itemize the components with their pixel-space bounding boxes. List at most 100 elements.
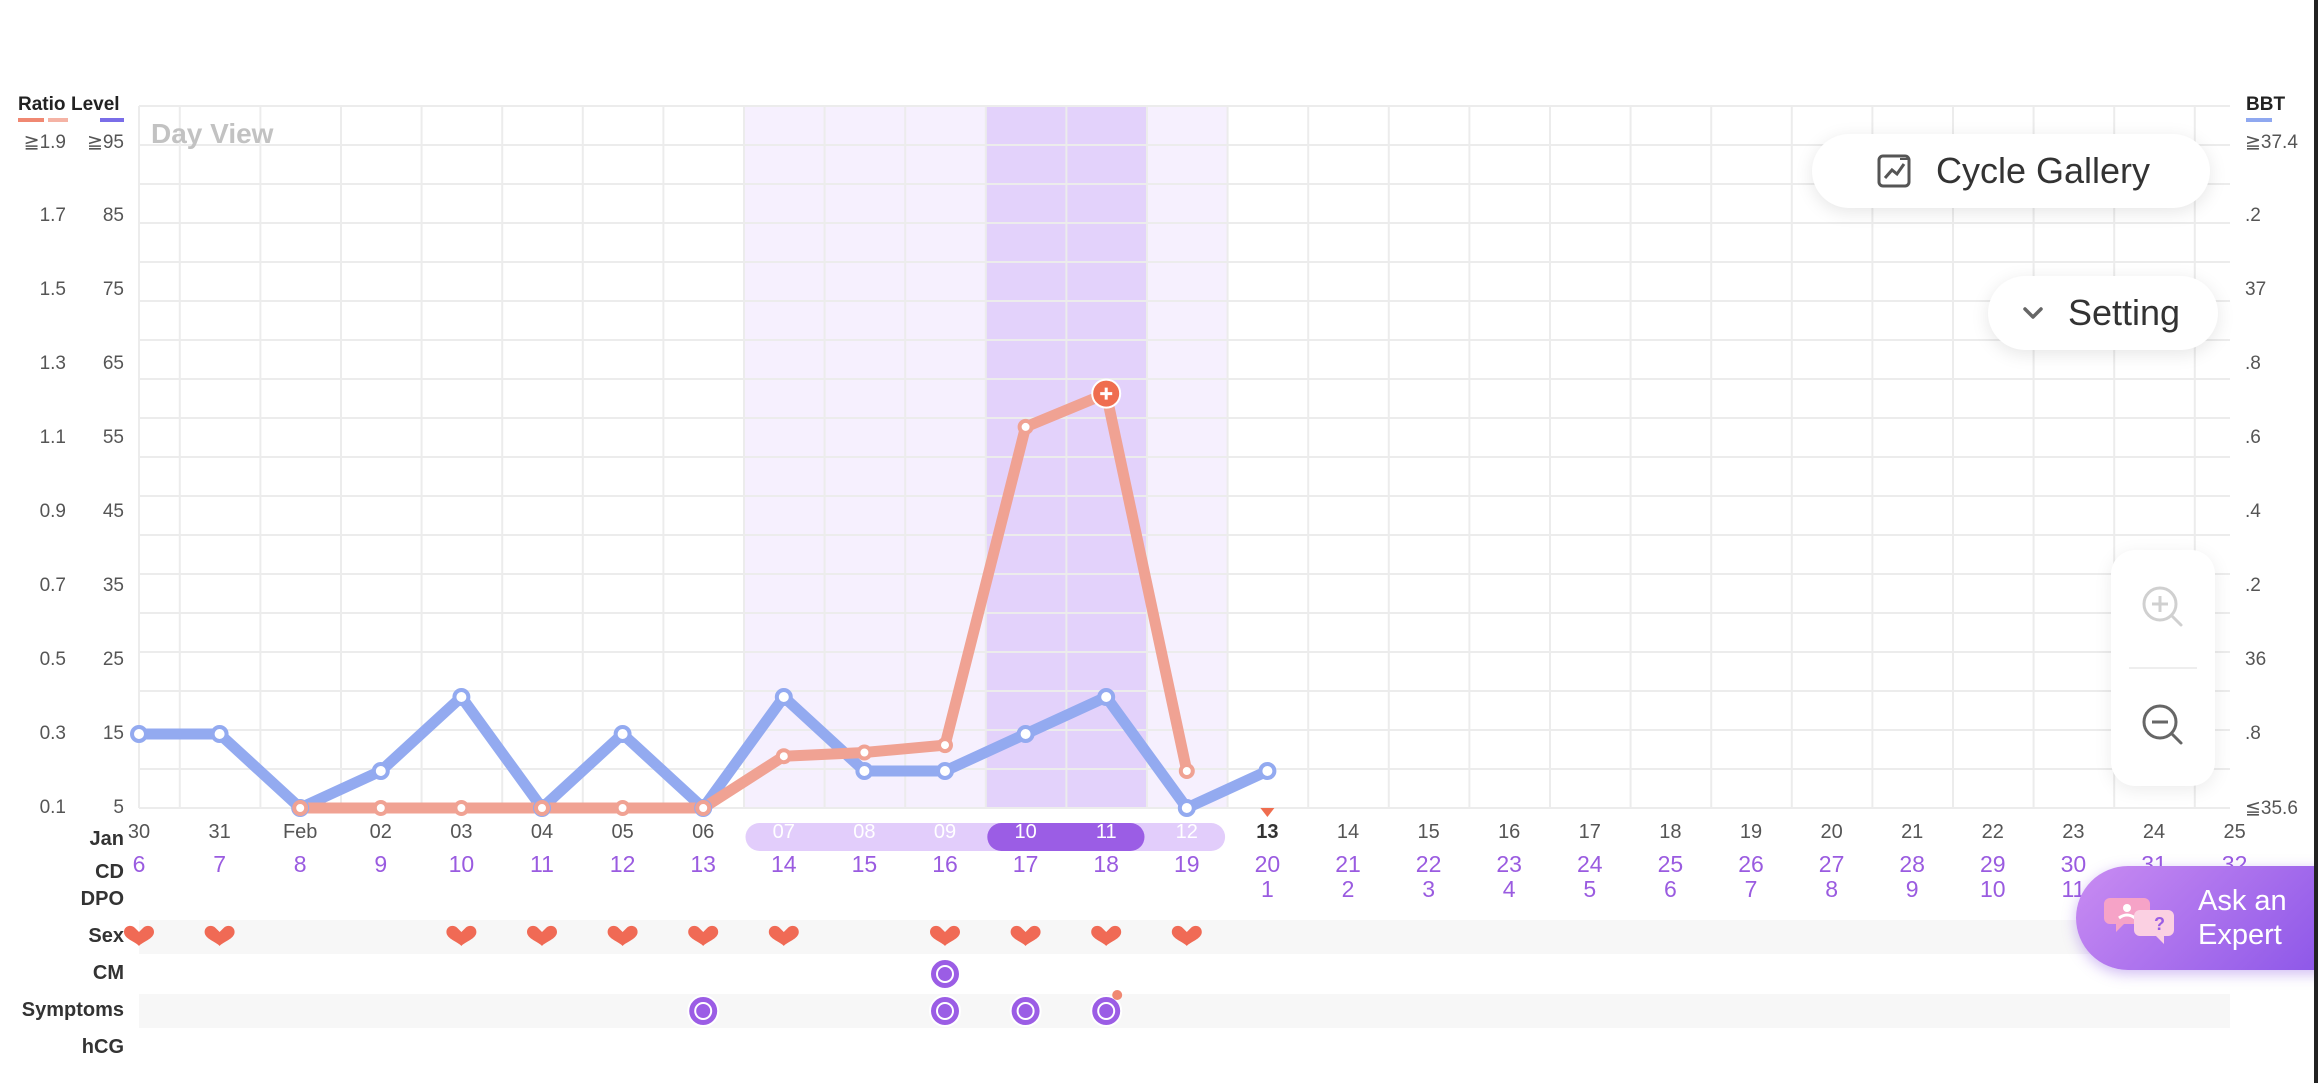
date-label: 08 <box>853 821 875 843</box>
date-label: 18 <box>1659 821 1681 843</box>
date-label: 06 <box>692 821 714 843</box>
zoom-in-icon <box>2139 583 2187 636</box>
ask-expert-button[interactable]: ? Ask an Expert <box>2076 866 2318 970</box>
peak-date-pill <box>987 823 1145 851</box>
dpo-label: 10 <box>1980 876 2006 902</box>
bbt-point <box>371 762 390 780</box>
cd-row-header: CD <box>95 861 124 883</box>
date-label: 21 <box>1901 821 1923 843</box>
chevron-down-icon <box>2020 300 2046 326</box>
dpo-label: 8 <box>1825 876 1838 902</box>
bbt-axis-tick: .6 <box>2245 427 2261 448</box>
ratio-axis-tick: 1.5 <box>39 279 66 300</box>
ratio-point <box>453 800 470 816</box>
setting-button[interactable]: Setting <box>1988 276 2218 350</box>
symptom-icon <box>1090 995 1123 1027</box>
dpo-label: 7 <box>1745 876 1758 902</box>
bbt-axis-tick: ≧37.4 <box>2245 132 2298 153</box>
level-axis-tick: 85 <box>102 205 124 226</box>
level-legend-swatch <box>100 118 124 122</box>
dpo-label: 1 <box>1261 876 1274 902</box>
zoom-out-icon <box>2139 701 2187 754</box>
heart-icon <box>607 925 638 946</box>
heart-icon <box>1091 925 1122 946</box>
cd-label: 6 <box>133 851 146 877</box>
date-label: 17 <box>1579 821 1601 843</box>
ratio-point <box>856 744 873 761</box>
dpo-label: 5 <box>1583 876 1596 902</box>
ratio-axis-tick: ≧1.9 <box>23 132 66 153</box>
cd-label: 24 <box>1577 851 1603 877</box>
symptom-alert-dot <box>1112 990 1123 1000</box>
ratio-legend-label: Ratio <box>18 94 66 115</box>
ratio-axis-tick: 0.3 <box>39 723 66 744</box>
level-axis-tick: 75 <box>102 279 124 300</box>
level-axis-tick: 25 <box>102 649 124 670</box>
heart-icon <box>446 925 477 946</box>
ratio-point <box>292 800 309 816</box>
cd-label: 29 <box>1980 851 2006 877</box>
bbt-point <box>130 725 148 743</box>
cd-label: 27 <box>1819 851 1845 877</box>
cm-row-header: CM <box>92 962 124 984</box>
date-label: 16 <box>1498 821 1520 843</box>
ratio-point <box>372 800 389 816</box>
date-label: 30 <box>128 821 150 843</box>
date-label: 15 <box>1417 821 1439 843</box>
date-label: 22 <box>1982 821 2004 843</box>
ratio-point <box>1178 763 1195 779</box>
cd-label: 12 <box>610 851 636 877</box>
cd-label: 16 <box>932 851 958 877</box>
cd-label: 25 <box>1658 851 1684 877</box>
heart-icon <box>204 925 235 946</box>
ratio-axis-tick: 0.5 <box>39 649 66 670</box>
cycle-gallery-label: Cycle Gallery <box>1936 150 2151 191</box>
svg-text:?: ? <box>2154 914 2165 934</box>
chat-bubbles-icon: ? <box>2104 890 2176 946</box>
symptoms-row-header: Symptoms <box>21 999 124 1021</box>
bbt-legend-swatch <box>2246 118 2272 122</box>
bbt-axis-tick: .8 <box>2245 353 2261 374</box>
zoom-out-button[interactable] <box>2111 668 2215 786</box>
ratio-axis-tick: 1.7 <box>39 205 66 226</box>
date-label: 25 <box>2223 821 2245 843</box>
symptom-icon <box>687 995 720 1027</box>
date-label: 04 <box>531 821 553 843</box>
level-axis-tick: ≧95 <box>86 132 124 153</box>
symptom-icon <box>1009 995 1042 1027</box>
cd-label: 30 <box>2061 851 2087 877</box>
setting-label: Setting <box>2068 292 2181 333</box>
ratio-point <box>775 748 792 765</box>
date-label: 11 <box>1096 821 1117 843</box>
date-label: 31 <box>208 821 230 843</box>
cd-label: 22 <box>1416 851 1442 877</box>
bbt-axis-tick: ≦35.6 <box>2245 798 2298 819</box>
date-label: 23 <box>2062 821 2084 843</box>
zoom-in-button[interactable] <box>2111 550 2215 668</box>
cycle-gallery-button[interactable]: Cycle Gallery <box>1812 134 2210 208</box>
cd-label: 13 <box>690 851 716 877</box>
bbt-point <box>1016 725 1035 743</box>
heart-icon <box>124 925 154 946</box>
today-marker <box>1260 808 1275 817</box>
bbt-axis-tick: 36 <box>2245 649 2267 670</box>
month-row-header: Jan <box>89 828 124 850</box>
dpo-label: 9 <box>1906 876 1919 902</box>
bbt-point <box>452 688 471 706</box>
ask-expert-line1: Ask an <box>2198 885 2287 917</box>
cd-label: 18 <box>1093 851 1119 877</box>
zoom-controls <box>2111 550 2215 786</box>
bbt-axis-tick: .4 <box>2245 501 2261 522</box>
cd-label: 10 <box>449 851 475 877</box>
day-view-label: Day View <box>151 118 274 149</box>
heart-icon <box>1010 925 1041 946</box>
peak-marker-plus <box>1100 387 1113 400</box>
ratio-axis-tick: 0.9 <box>39 501 66 522</box>
heart-icon <box>930 925 960 946</box>
heart-icon <box>527 925 557 946</box>
zoom-divider <box>2129 667 2197 669</box>
bbt-axis-tick: .8 <box>2245 723 2261 744</box>
ratio-point <box>534 800 550 816</box>
ratio-point <box>937 737 953 754</box>
